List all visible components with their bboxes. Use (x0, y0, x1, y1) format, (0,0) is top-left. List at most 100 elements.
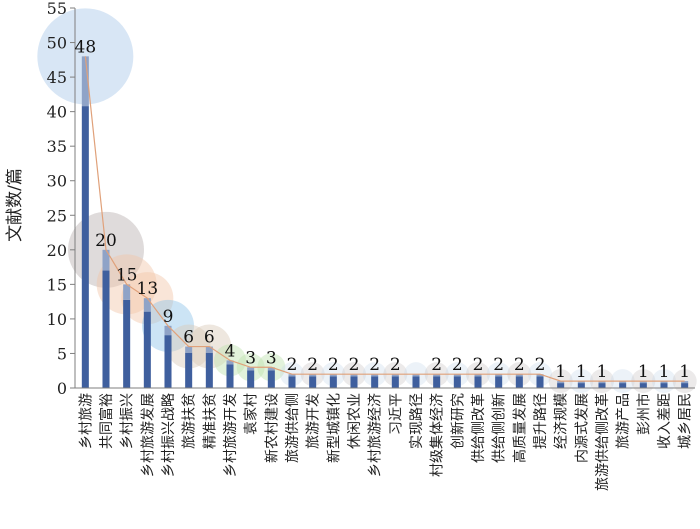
data-label: 1 (638, 362, 649, 382)
category-label: 供给侧改革 (471, 393, 487, 463)
category-label: 旅游产品 (616, 393, 632, 449)
bar-cap (598, 381, 606, 384)
bar (598, 381, 606, 388)
data-label: 2 (493, 355, 504, 375)
category-label: 供给侧创新 (492, 393, 508, 463)
data-label: 3 (245, 348, 256, 368)
category-label: 提升路径 (533, 393, 549, 449)
bar-body (267, 370, 275, 388)
bar-cap (681, 381, 689, 384)
y-tick-label: 45 (47, 68, 67, 87)
category-label: 共同富裕 (98, 393, 115, 449)
bar-body (329, 376, 337, 388)
data-label: 2 (452, 355, 463, 375)
category-label: 乡村振兴战略 (161, 393, 177, 477)
bar-body (81, 106, 89, 388)
y-axis-title: 文献数/篇 (5, 168, 25, 242)
bar-body (619, 383, 627, 388)
bar (226, 360, 234, 388)
category-label: 经济规模 (554, 393, 570, 449)
category-label: 乡村旅游发展 (140, 393, 156, 477)
bar (350, 374, 358, 388)
bar-cap (660, 381, 668, 384)
bar-body (391, 376, 399, 388)
bar-cap (474, 374, 482, 377)
y-tick-label: 40 (47, 103, 67, 122)
bar-cap (81, 56, 89, 107)
y-tick-label: 10 (47, 310, 67, 329)
bar (660, 381, 668, 388)
bar-body (226, 364, 234, 388)
bar-cap (226, 360, 234, 365)
bar-body (247, 370, 255, 388)
data-label: 15 (116, 265, 138, 285)
category-label: 创新研究 (450, 393, 466, 449)
category-label: 高质量发展 (511, 393, 528, 463)
data-label: 2 (473, 355, 484, 375)
category-label: 内源式发展 (574, 393, 590, 463)
data-label: 20 (95, 231, 117, 251)
category-label: 习近平 (388, 393, 404, 435)
category-label: 旅游供给侧改革 (595, 393, 611, 491)
bar-cap (185, 346, 193, 353)
bar (639, 381, 647, 388)
bar (412, 374, 420, 388)
bar-cap (619, 381, 627, 384)
bar-cap (102, 249, 110, 271)
bar-cap (453, 374, 461, 377)
bar-body (577, 383, 585, 388)
bar (495, 374, 503, 388)
bar-body (288, 376, 296, 388)
bar-body (515, 376, 523, 388)
bar-body (164, 335, 172, 388)
bar-body (143, 311, 151, 388)
y-tick-label: 30 (47, 172, 67, 191)
bar-body (598, 383, 606, 388)
bar (557, 381, 565, 388)
bar (267, 367, 275, 388)
bar (371, 374, 379, 388)
bar (433, 374, 441, 388)
bar-cap (329, 374, 337, 377)
data-label: 48 (75, 37, 97, 57)
data-label: 2 (390, 355, 401, 375)
bar-body (536, 376, 544, 388)
bar-cap (288, 374, 296, 377)
data-label: 2 (307, 355, 318, 375)
data-label: 1 (576, 362, 587, 382)
data-label: 2 (431, 355, 442, 375)
bar (619, 381, 627, 388)
bar (205, 346, 213, 388)
y-tick-label: 25 (47, 206, 67, 225)
bar-body (639, 383, 647, 388)
bar-cap (639, 381, 647, 384)
bar-cap (577, 381, 585, 384)
data-label: 1 (679, 362, 690, 382)
bar-cap (350, 374, 358, 377)
category-label: 精准扶贫 (202, 393, 218, 449)
bar-body (412, 376, 420, 388)
bar-cap (247, 367, 255, 371)
bars-layer (81, 56, 689, 388)
category-label: 旅游开发 (306, 393, 322, 449)
bar-cap (164, 325, 172, 336)
bar (329, 374, 337, 388)
y-tick-label: 20 (47, 241, 67, 260)
bar-cap (433, 374, 441, 377)
bubble-layer (37, 8, 697, 394)
category-label: 收入差距 (657, 393, 673, 449)
bar-cap (495, 374, 503, 377)
data-label: 4 (225, 341, 236, 361)
bar-cap (205, 346, 213, 353)
bar-body (495, 376, 503, 388)
category-label: 乡村旅游开发 (223, 393, 239, 477)
bar-body (102, 270, 110, 388)
y-tick-label: 5 (57, 344, 67, 363)
data-label: 9 (163, 307, 174, 327)
bar (102, 249, 110, 388)
bar-body (474, 376, 482, 388)
bar-cap (143, 298, 151, 312)
data-label: 6 (204, 328, 215, 348)
y-tick-label: 50 (47, 34, 67, 53)
